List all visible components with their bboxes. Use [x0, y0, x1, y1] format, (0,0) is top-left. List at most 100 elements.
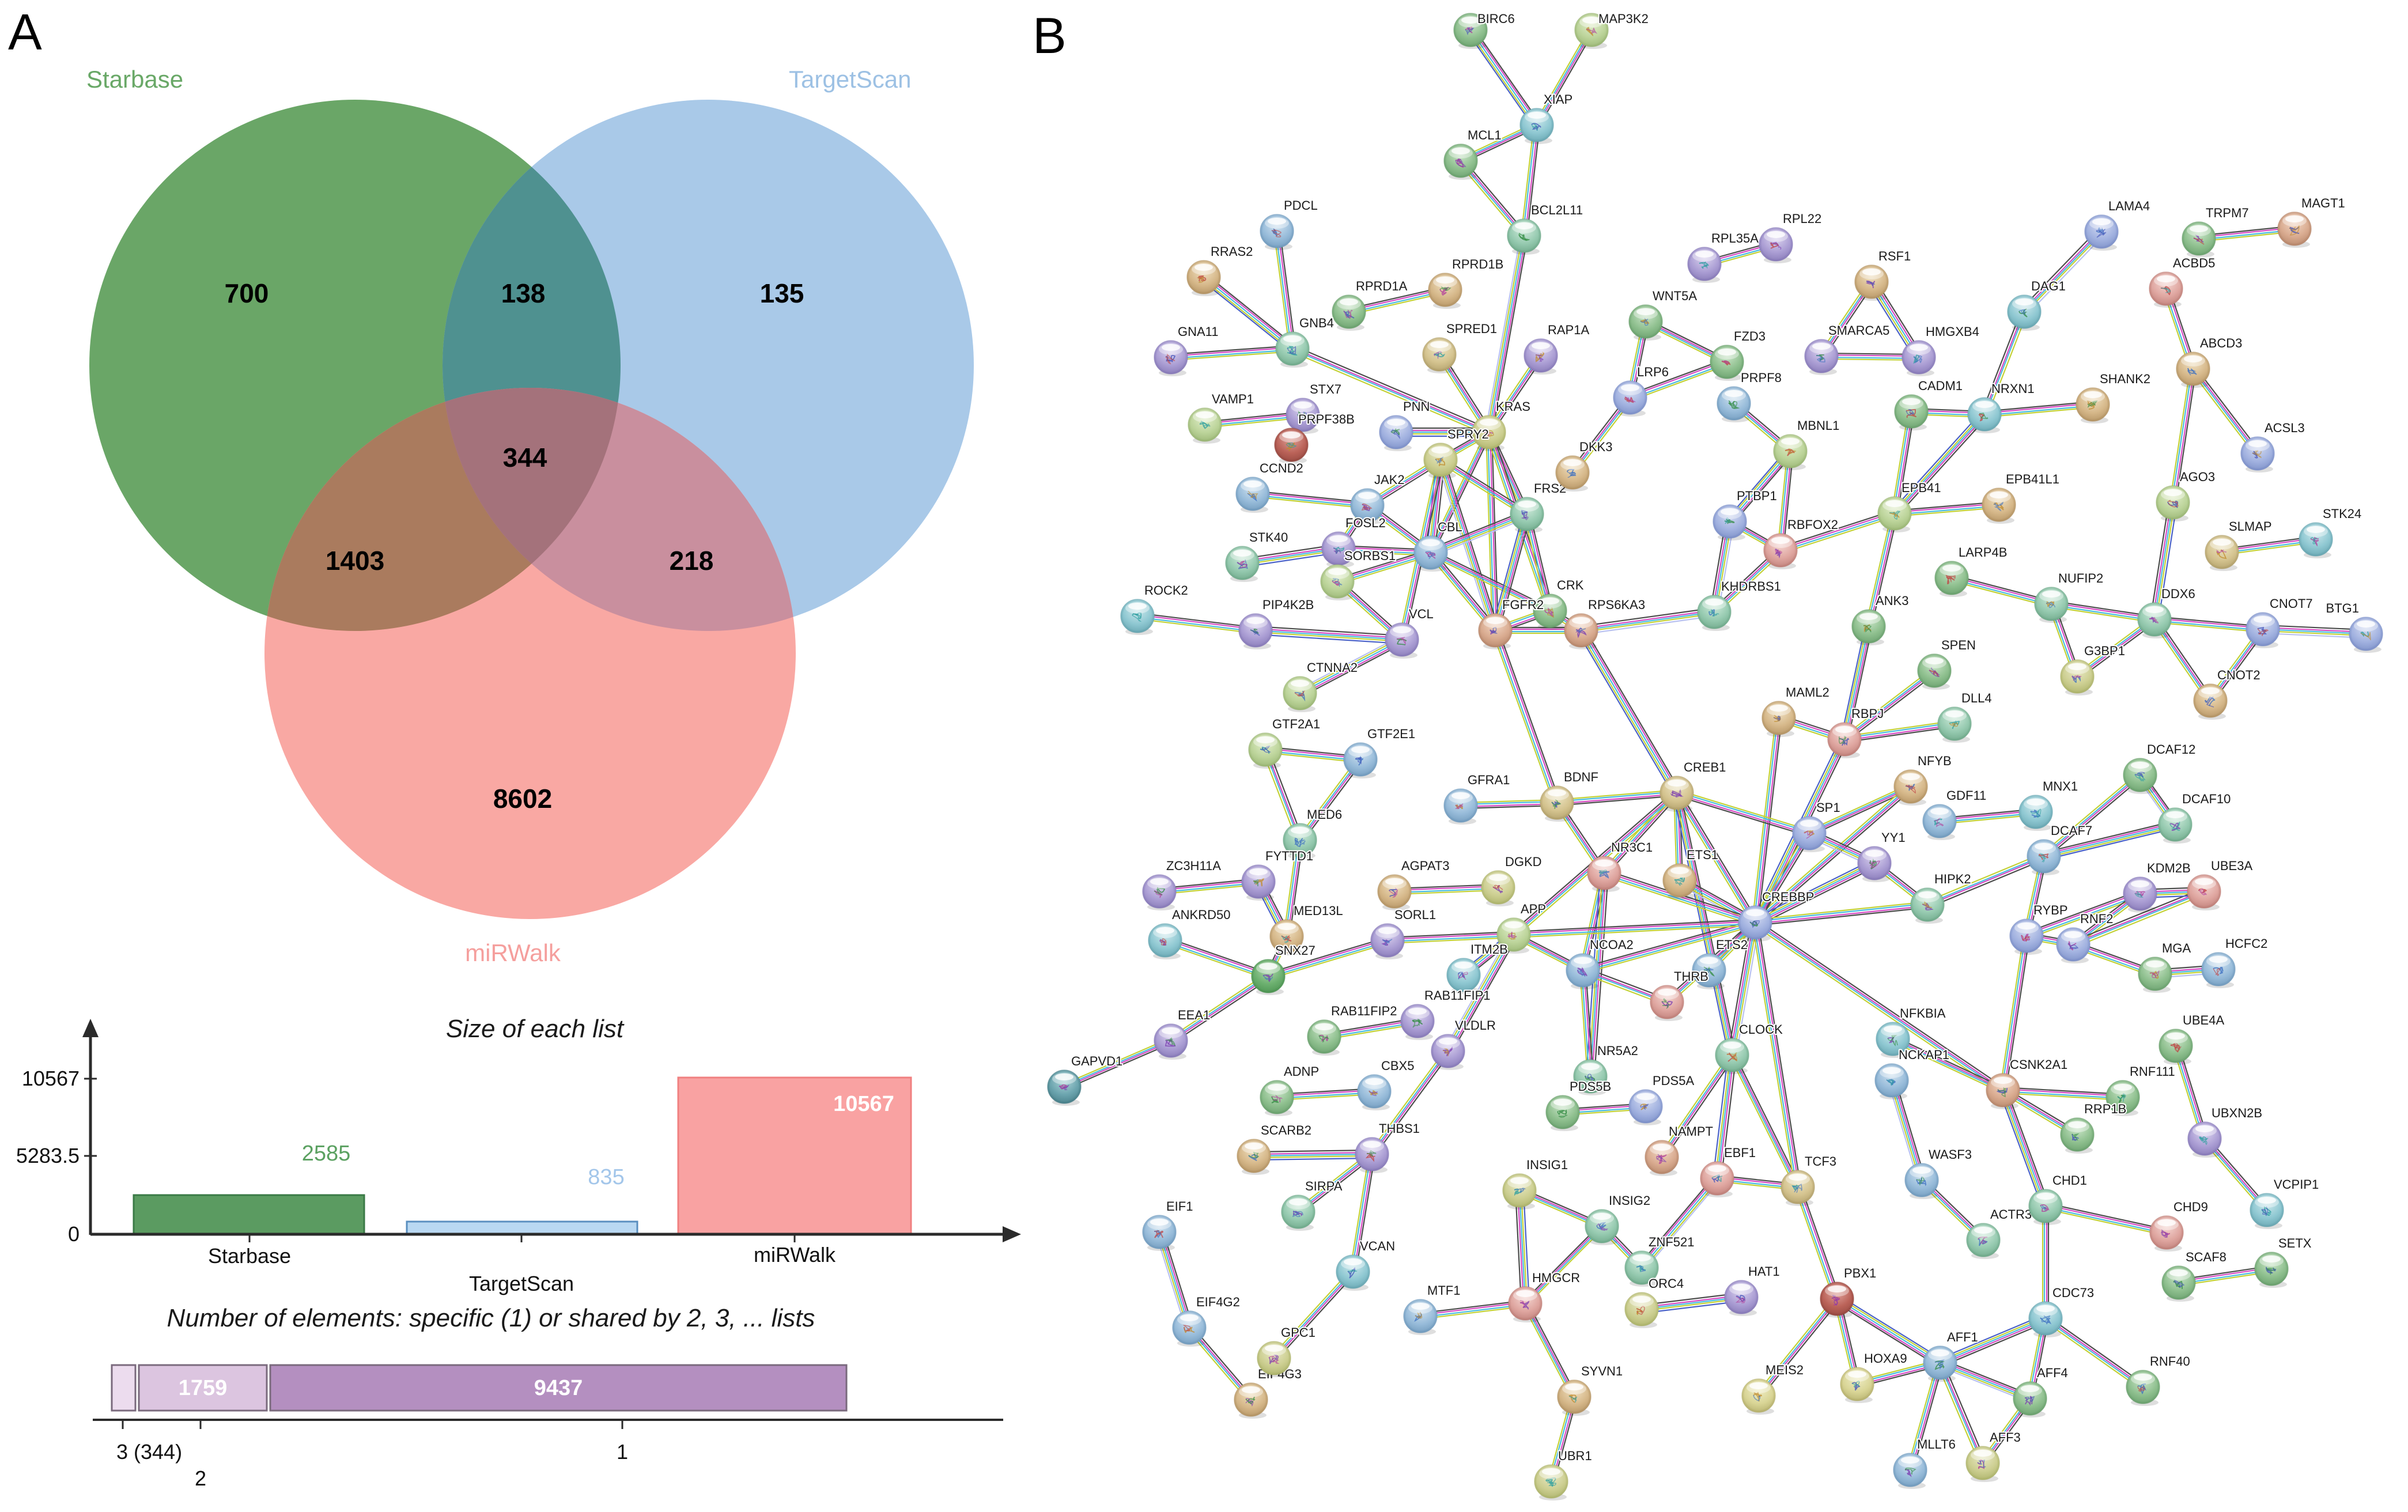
svg-text:VCL: VCL — [1409, 607, 1434, 621]
svg-text:MAGT1: MAGT1 — [2301, 196, 2345, 210]
svg-text:RPRD1B: RPRD1B — [1452, 257, 1503, 271]
svg-text:138: 138 — [501, 278, 546, 308]
svg-text:344: 344 — [503, 443, 547, 472]
svg-text:CBX5: CBX5 — [1381, 1059, 1414, 1073]
svg-text:SMARCA5: SMARCA5 — [1828, 323, 1889, 338]
svg-text:EBF1: EBF1 — [1724, 1146, 1756, 1160]
svg-text:BTG1: BTG1 — [2326, 601, 2359, 615]
svg-text:Starbase: Starbase — [208, 1244, 291, 1268]
svg-text:HMGCR: HMGCR — [1532, 1271, 1580, 1285]
svg-text:SCARB2: SCARB2 — [1261, 1123, 1311, 1137]
svg-text:ITM2B: ITM2B — [1470, 942, 1508, 957]
svg-text:BDNF: BDNF — [1564, 770, 1598, 784]
svg-text:SORL1: SORL1 — [1394, 908, 1436, 922]
svg-text:KRAS: KRAS — [1496, 399, 1530, 414]
svg-text:TargetScan: TargetScan — [469, 1272, 574, 1295]
svg-text:ADNP: ADNP — [1284, 1064, 1319, 1079]
svg-text:FOSL2: FOSL2 — [1345, 516, 1386, 530]
svg-text:Starbase: Starbase — [86, 66, 183, 93]
svg-text:DKK3: DKK3 — [1579, 440, 1612, 454]
svg-text:CNOT2: CNOT2 — [2217, 668, 2260, 682]
svg-text:STK40: STK40 — [1249, 530, 1288, 545]
svg-text:NRXN1: NRXN1 — [1991, 381, 2035, 396]
svg-text:SORBS1: SORBS1 — [1344, 549, 1396, 563]
svg-text:CDC73: CDC73 — [2052, 1286, 2094, 1300]
svg-text:1: 1 — [617, 1440, 628, 1464]
svg-text:LAMA4: LAMA4 — [2108, 199, 2150, 213]
svg-text:GDF11: GDF11 — [1946, 788, 1986, 803]
svg-text:CTNNA2: CTNNA2 — [1307, 660, 1358, 675]
svg-text:GFRA1: GFRA1 — [1468, 773, 1510, 787]
svg-text:ORC4: ORC4 — [1649, 1276, 1684, 1291]
svg-text:THBS1: THBS1 — [1379, 1121, 1420, 1136]
svg-text:YY1: YY1 — [1881, 830, 1906, 845]
svg-text:DDX6: DDX6 — [2161, 587, 2195, 601]
svg-text:VCAN: VCAN — [1360, 1239, 1395, 1253]
svg-text:APP: APP — [1521, 902, 1546, 916]
svg-text:PBX1: PBX1 — [1844, 1266, 1876, 1280]
svg-text:AFF3: AFF3 — [1990, 1430, 2021, 1445]
svg-text:ACTR3: ACTR3 — [1990, 1207, 2032, 1222]
svg-text:TargetScan: TargetScan — [789, 66, 911, 93]
svg-text:UBXN2B: UBXN2B — [2212, 1106, 2262, 1120]
svg-text:G3BP1: G3BP1 — [2084, 644, 2125, 658]
svg-text:PTBP1: PTBP1 — [1737, 489, 1777, 503]
svg-text:CREB1: CREB1 — [1684, 760, 1726, 774]
svg-text:1403: 1403 — [326, 546, 384, 576]
svg-text:RPL35A: RPL35A — [1711, 231, 1759, 245]
svg-text:miRWalk: miRWalk — [465, 939, 561, 966]
svg-text:SETX: SETX — [2278, 1236, 2312, 1250]
svg-text:WNT5A: WNT5A — [1653, 289, 1697, 303]
svg-text:AFF4: AFF4 — [2037, 1366, 2068, 1380]
svg-text:STK24: STK24 — [2323, 506, 2361, 521]
svg-text:BCL2L11: BCL2L11 — [1531, 203, 1583, 217]
svg-text:RNF111: RNF111 — [2130, 1064, 2175, 1079]
svg-text:PRPF38B: PRPF38B — [1298, 412, 1355, 426]
svg-text:BIRC6: BIRC6 — [1477, 12, 1515, 26]
svg-text:CLOCK: CLOCK — [1739, 1022, 1783, 1037]
svg-text:SHANK2: SHANK2 — [2100, 372, 2150, 386]
svg-text:NR3C1: NR3C1 — [1611, 840, 1653, 855]
svg-text:TCF3: TCF3 — [1805, 1154, 1836, 1169]
svg-text:ETS2: ETS2 — [1716, 938, 1748, 952]
svg-text:RRP1B: RRP1B — [2084, 1102, 2126, 1116]
svg-text:ROCK2: ROCK2 — [1144, 583, 1188, 598]
svg-text:HOXA9: HOXA9 — [1864, 1351, 1907, 1366]
svg-text:CHD1: CHD1 — [2052, 1173, 2087, 1188]
svg-text:MCL1: MCL1 — [1468, 128, 1502, 142]
svg-text:RAB11FIP2: RAB11FIP2 — [1331, 1004, 1397, 1018]
svg-text:FYTTD1: FYTTD1 — [1265, 849, 1313, 863]
svg-text:700: 700 — [225, 278, 269, 308]
svg-text:GTF2E1: GTF2E1 — [1367, 727, 1415, 741]
svg-text:GNB4: GNB4 — [1299, 316, 1334, 330]
svg-text:RBFOX2: RBFOX2 — [1787, 517, 1838, 532]
svg-text:RRAS2: RRAS2 — [1211, 244, 1253, 259]
svg-text:SLMAP: SLMAP — [2229, 519, 2272, 534]
svg-text:UBE4A: UBE4A — [2183, 1013, 2224, 1027]
svg-text:DLL4: DLL4 — [1961, 691, 1992, 705]
svg-text:RNF40: RNF40 — [2150, 1354, 2190, 1369]
svg-text:DCAF7: DCAF7 — [2051, 823, 2092, 838]
svg-text:SYVN1: SYVN1 — [1581, 1364, 1623, 1378]
svg-text:VAMP1: VAMP1 — [1212, 392, 1254, 406]
svg-text:MTF1: MTF1 — [1427, 1283, 1460, 1298]
svg-text:AGPAT3: AGPAT3 — [1401, 859, 1450, 873]
svg-text:EIF4G2: EIF4G2 — [1196, 1295, 1240, 1309]
svg-text:NAMPT: NAMPT — [1669, 1124, 1713, 1139]
svg-text:Size of each list: Size of each list — [446, 1015, 625, 1043]
svg-text:9437: 9437 — [534, 1376, 583, 1400]
svg-text:RYBP: RYBP — [2033, 903, 2068, 917]
svg-text:RPRD1A: RPRD1A — [1356, 279, 1408, 293]
svg-text:PIP4K2B: PIP4K2B — [1262, 598, 1314, 612]
svg-text:EPB41L1: EPB41L1 — [2006, 472, 2059, 486]
svg-text:UBR1: UBR1 — [1558, 1449, 1592, 1463]
svg-text:MGA: MGA — [2162, 941, 2191, 955]
svg-text:GNA11: GNA11 — [1178, 324, 1219, 339]
svg-text:MAML2: MAML2 — [1786, 685, 1829, 700]
svg-text:SPRY2: SPRY2 — [1447, 427, 1489, 441]
svg-text:miRWalk: miRWalk — [754, 1243, 836, 1267]
svg-text:MEIS2: MEIS2 — [1766, 1363, 1804, 1377]
svg-text:RBPJ: RBPJ — [1851, 706, 1884, 721]
svg-text:CCND2: CCND2 — [1260, 461, 1303, 475]
svg-text:ACSL3: ACSL3 — [2265, 421, 2305, 435]
